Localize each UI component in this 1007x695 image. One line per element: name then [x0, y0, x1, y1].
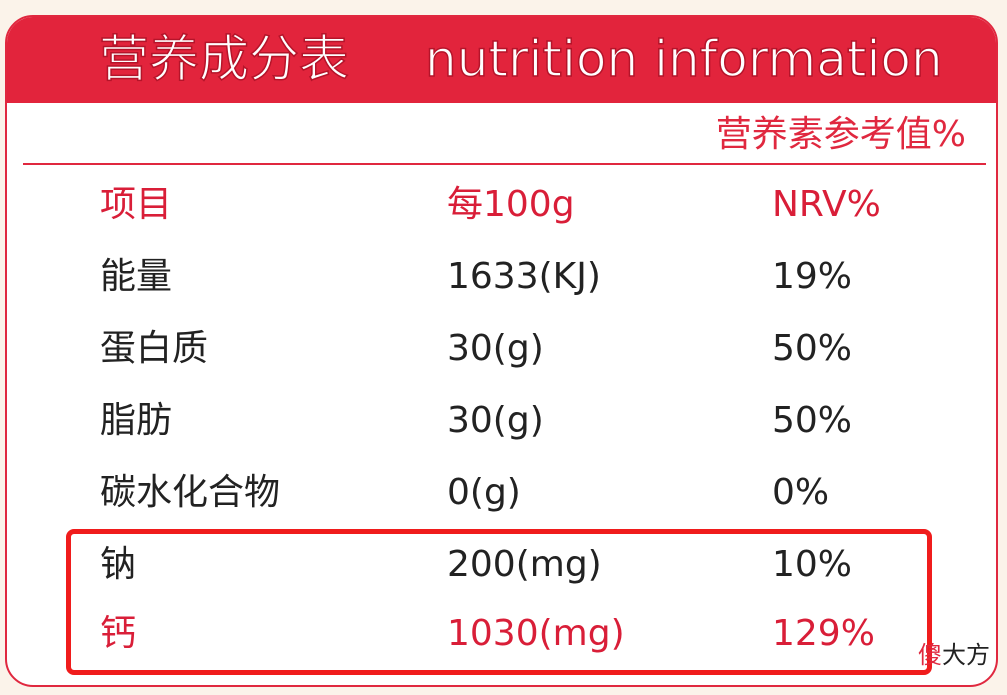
table-cell: 能量 [100, 256, 173, 297]
table-cell: 1030(mg) [447, 613, 625, 654]
divider [23, 163, 986, 165]
table-cell: 30(g) [447, 400, 544, 441]
table-cell: 50% [772, 328, 853, 369]
table-cell: 脂肪 [100, 400, 173, 441]
table-cell: 30(g) [447, 328, 544, 369]
column-header: 每100g [447, 184, 575, 225]
table-cell: 1633(KJ) [447, 256, 601, 297]
column-header: 项目 [100, 184, 173, 225]
table-cell: 钠 [100, 544, 137, 585]
table-cell: 200(mg) [447, 544, 602, 585]
table-cell: 19% [772, 256, 853, 297]
title-en: nutrition information [424, 30, 943, 88]
subheader: 营养素参考值% [715, 114, 966, 155]
table-cell: 0(g) [447, 472, 521, 513]
table-cell: 碳水化合物 [100, 472, 281, 513]
column-header: NRV% [772, 184, 881, 225]
watermark: 大方 [942, 641, 990, 669]
watermark: 傻 [918, 641, 942, 669]
table-cell: 50% [772, 400, 853, 441]
table-cell: 蛋白质 [100, 328, 209, 369]
nutrition-card: 营养成分表 nutrition information 营养素参考值% [5, 15, 998, 687]
table-cell: 129% [772, 613, 875, 654]
table-cell: 0% [772, 472, 830, 513]
header-band [7, 17, 996, 103]
table-cell: 10% [772, 544, 853, 585]
table-cell: 钙 [100, 613, 137, 654]
highlight-box [66, 529, 932, 675]
title-cn: 营养成分表 [98, 30, 350, 88]
